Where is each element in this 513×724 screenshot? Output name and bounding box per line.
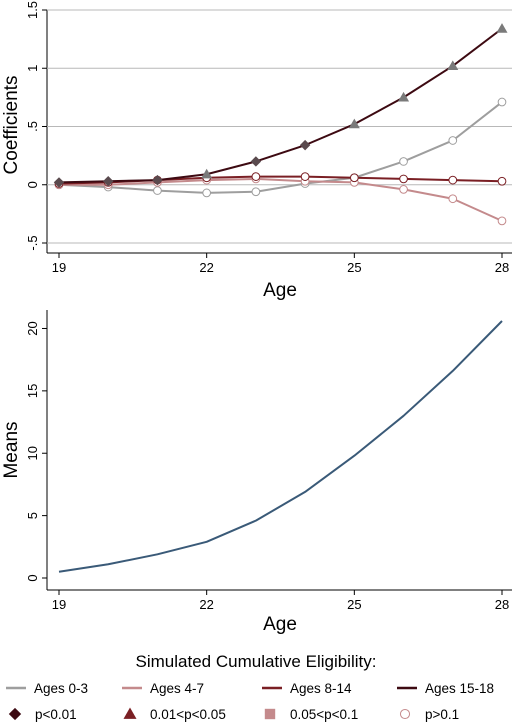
series-line [59, 177, 503, 222]
legend-line-label: Ages 0-3 [34, 681, 88, 696]
y-tick-label: 20 [25, 321, 40, 335]
legend-marker-label: p>0.1 [425, 707, 459, 722]
y-tick-label: 10 [25, 446, 40, 460]
data-point [251, 187, 261, 197]
legend-line-label: Ages 4-7 [150, 681, 204, 696]
data-point [201, 168, 213, 179]
data-point [53, 177, 65, 188]
data-point [448, 175, 458, 185]
legend-line-label: Ages 15-18 [425, 681, 494, 696]
legend-marker-swatch [399, 708, 411, 720]
y-tick-label: -.5 [25, 235, 40, 250]
data-point [399, 174, 408, 184]
legend-marker-label: p<0.01 [35, 707, 77, 722]
data-point [399, 157, 408, 166]
legend-marker-swatch [123, 707, 137, 719]
x-tick-label: 28 [495, 260, 509, 275]
y-tick-label: 1 [25, 65, 40, 72]
series-line [58, 101, 503, 194]
legend-line-label: Ages 8-14 [290, 681, 352, 696]
data-point [496, 23, 508, 33]
series-line [58, 320, 503, 573]
data-point [250, 156, 262, 167]
x-tick-label: 19 [52, 597, 66, 612]
data-point [102, 176, 114, 187]
data-point [447, 60, 459, 71]
means-panel: 0 5 10 15 20 19 22 25 28 Age Means [1, 310, 512, 635]
data-point [152, 174, 163, 186]
y-tick-label: .5 [25, 121, 40, 132]
x-tick-label: 22 [199, 260, 213, 275]
y-tick-label: 5 [25, 512, 40, 519]
coefficients-panel: 1.51.50-.5 19 22 25 28 Age Coefficients [1, 1, 512, 301]
data-point [399, 185, 408, 194]
legend: Simulated Cumulative Eligibility: Ages 0… [6, 652, 494, 722]
series-line [58, 27, 503, 184]
legend-title: Simulated Cumulative Eligibility: [136, 652, 377, 671]
data-point [497, 176, 507, 186]
y-tick-label: 0 [25, 181, 40, 188]
legend-marker-swatch [8, 707, 22, 721]
data-point [300, 172, 310, 181]
x-tick-label: 25 [347, 597, 361, 612]
legend-marker-label: 0.05<p<0.1 [290, 707, 358, 722]
data-point [497, 97, 507, 107]
data-point [349, 173, 359, 183]
data-point [497, 216, 507, 226]
data-point [448, 136, 458, 145]
data-point [348, 118, 360, 129]
x-axis-label: Age [263, 614, 297, 635]
x-tick-label: 28 [495, 597, 509, 612]
x-tick-label: 25 [347, 260, 361, 275]
y-tick-label: 0 [25, 574, 40, 581]
data-point [448, 194, 458, 204]
x-tick-label: 22 [199, 597, 213, 612]
x-axis-label: Age [263, 280, 297, 301]
y-axis-label: Means [1, 421, 22, 478]
legend-marker-swatch [264, 708, 276, 720]
data-point [299, 139, 311, 151]
data-point [153, 186, 162, 195]
y-axis-label: Coefficients [1, 76, 22, 175]
data-point [398, 91, 410, 102]
y-tick-label: 15 [25, 384, 40, 398]
y-tick-label: 1.5 [25, 1, 40, 19]
data-point [251, 172, 261, 181]
legend-marker-label: 0.01<p<0.05 [150, 707, 226, 722]
data-point [202, 188, 212, 198]
x-tick-label: 19 [52, 260, 66, 275]
